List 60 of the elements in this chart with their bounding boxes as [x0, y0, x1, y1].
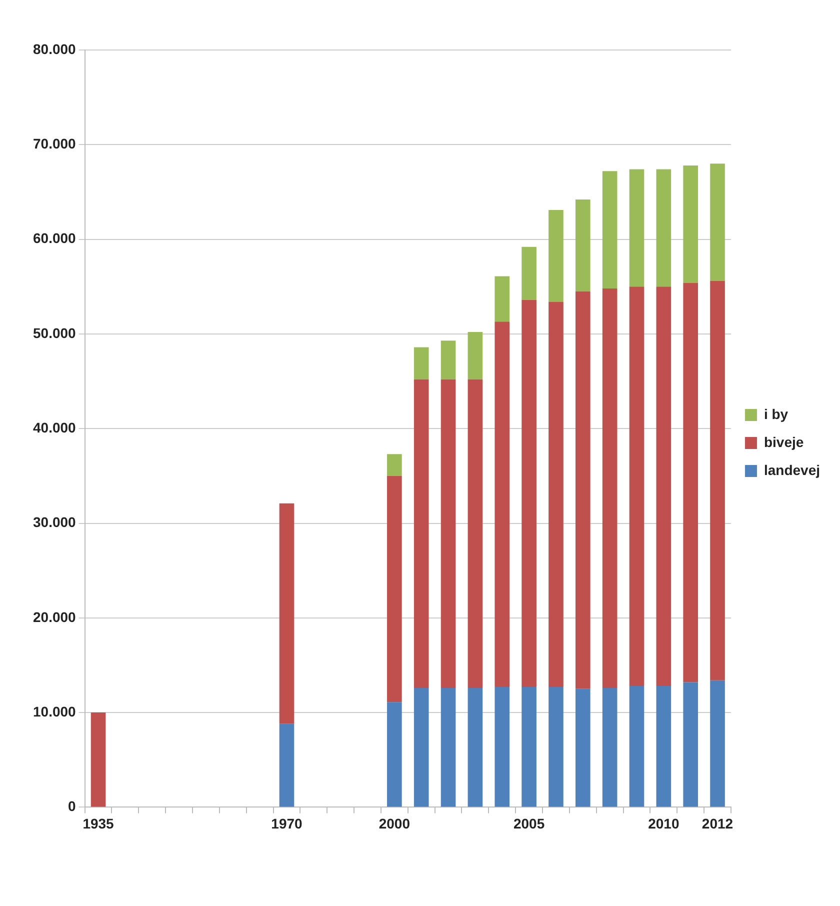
bar — [710, 680, 725, 807]
bar — [629, 686, 644, 807]
legend-label: i by — [764, 406, 788, 422]
y-tick-label: 50.000 — [32, 324, 76, 341]
x-tick-label: 2000 — [378, 815, 410, 832]
bar — [710, 280, 725, 680]
y-tick-label: 0 — [68, 798, 76, 814]
bar — [387, 454, 402, 476]
x-tick-label: 1935 — [82, 815, 114, 832]
bar — [387, 476, 402, 702]
bar — [90, 712, 106, 807]
y-tick-label: 60.000 — [32, 230, 76, 246]
bar — [710, 164, 725, 281]
bar — [575, 688, 590, 807]
bar — [468, 332, 483, 380]
bar — [548, 210, 564, 302]
bar — [494, 276, 510, 322]
bar — [629, 169, 644, 287]
y-tick-label: 70.000 — [32, 136, 76, 152]
bar — [548, 302, 564, 687]
bar — [683, 165, 698, 283]
y-tick-label: 40.000 — [32, 419, 76, 436]
bar — [629, 286, 644, 686]
bar — [656, 169, 672, 287]
bar — [575, 200, 590, 292]
y-tick-label: 10.000 — [32, 703, 76, 720]
bar — [440, 340, 456, 380]
bar — [468, 379, 483, 688]
bar — [494, 686, 510, 807]
bar — [522, 300, 536, 687]
bar — [440, 688, 456, 807]
bar — [494, 322, 510, 687]
bar — [522, 246, 536, 300]
bar — [602, 688, 618, 807]
bar — [387, 702, 402, 807]
bar — [548, 686, 564, 807]
bar — [522, 686, 536, 807]
bar — [414, 347, 429, 380]
bar — [279, 724, 294, 807]
y-tick-label: 80.000 — [32, 40, 76, 57]
x-tick-label: 1970 — [271, 815, 303, 832]
bar — [683, 282, 698, 682]
bar — [279, 503, 294, 724]
x-tick-label: 2005 — [513, 815, 545, 832]
legend-label: landevej — [764, 462, 820, 478]
bar — [602, 171, 618, 289]
legend-label: biveje — [764, 434, 804, 450]
bar — [468, 688, 483, 807]
bar — [440, 379, 456, 688]
x-tick-label: 2010 — [648, 815, 680, 832]
bar — [683, 682, 698, 807]
x-tick-label: 2012 — [702, 815, 734, 832]
bar — [656, 286, 672, 686]
y-tick-label: 30.000 — [32, 514, 76, 530]
bar — [575, 291, 590, 689]
bar — [656, 686, 672, 807]
y-tick-label: 20.000 — [32, 608, 76, 625]
bar — [602, 288, 618, 688]
bar — [414, 688, 429, 807]
bar — [414, 379, 429, 688]
